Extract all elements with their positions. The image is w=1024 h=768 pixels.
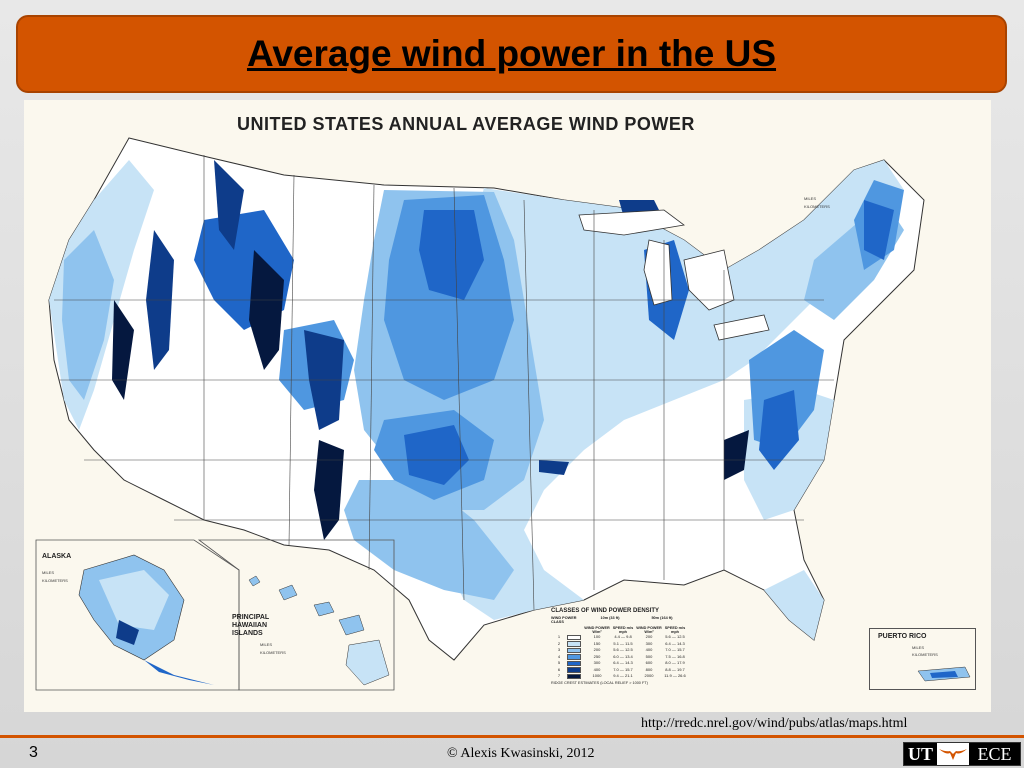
legend-speed-10m: 4.4 — 9.8 (614, 634, 632, 640)
source-url[interactable]: http://rredc.nrel.gov/wind/pubs/atlas/ma… (641, 716, 908, 731)
hawaii-label-line1: PRINCIPAL (232, 614, 270, 621)
legend-swatch (567, 634, 581, 640)
legend-row: 2 150 5.1 — 11.5 300 6.4 — 14.3 (551, 641, 751, 648)
legend-col-50m: 50m (164 ft) (651, 616, 673, 620)
legend-power-50m: 2000 (644, 673, 654, 679)
alaska-label: ALASKA (42, 553, 72, 560)
alaska-scale-miles: MILES (42, 570, 55, 575)
logo-ut-text: UT (904, 743, 938, 765)
legend-row: 1 100 4.4 — 9.8 200 5.6 — 12.5 (551, 634, 751, 641)
legend-note: RIDGE CREST ESTIMATES (LOCAL RELIEF > 10… (551, 680, 648, 685)
puerto-rico-graphic (917, 666, 971, 682)
legend-speed-10m: 5.1 — 11.5 (613, 640, 633, 646)
legend-power-10m: 150 (593, 640, 601, 646)
wind-power-legend: CLASSES OF WIND POWER DENSITY WIND POWER… (551, 608, 751, 704)
slide-title: Average wind power in the US (246, 33, 777, 74)
legend-speed-50m: 7.0 — 15.7 (665, 647, 685, 653)
legend-power-10m: 400 (593, 666, 601, 672)
hawaii-label: PRINCIPAL HAWAIIAN ISLANDS (232, 614, 269, 638)
legend-row: 4 250 6.0 — 13.4 500 7.5 — 16.8 (551, 654, 751, 661)
legend-power-50m: 600 (645, 660, 653, 666)
legend-power-10m: 250 (593, 653, 601, 659)
legend-class-number: 2 (557, 640, 561, 646)
main-scale-miles: MILES (804, 196, 817, 201)
legend-swatch (567, 660, 581, 666)
legend-power-10m: 200 (593, 647, 601, 653)
legend-power-10m: 300 (593, 660, 601, 666)
legend-speed-50m: 6.4 — 14.3 (665, 640, 685, 646)
legend-speed-50m: 8.8 — 19.7 (665, 666, 685, 672)
pr-scale-km: KILOMETERS (912, 652, 938, 657)
us-map-graphic (35, 137, 925, 691)
legend-power-50m: 200 (645, 634, 653, 640)
legend-speed-10m: 6.0 — 13.4 (613, 653, 633, 659)
hawaii-label-line2: HAWAIIAN (232, 622, 267, 629)
legend-speed-50m: 8.0 — 17.9 (665, 660, 685, 666)
legend-row: 7 1000 9.4 — 21.1 2000 11.9 — 26.6 (551, 673, 751, 680)
map-title: UNITED STATES ANNUAL AVERAGE WIND POWER (237, 114, 695, 134)
legend-col-speed-50m: SPEED m/s mph (664, 626, 686, 634)
legend-class-number: 7 (557, 673, 561, 679)
ut-ece-logo: UT ECE (903, 742, 1021, 766)
legend-swatch (567, 647, 581, 653)
legend-swatch (567, 641, 581, 647)
longhorn-icon (937, 743, 969, 765)
legend-speed-10m: 9.4 — 21.1 (613, 673, 633, 679)
legend-power-10m: 100 (593, 634, 601, 640)
legend-speed-10m: 7.0 — 15.7 (613, 666, 633, 672)
main-scale-km: KILOMETERS (804, 204, 830, 209)
legend-class-number: 3 (557, 647, 561, 653)
legend-speed-50m: 11.9 — 26.6 (664, 673, 686, 679)
legend-class-number: 4 (557, 653, 561, 659)
legend-rows: 1 100 4.4 — 9.8 200 5.6 — 12.5 2 150 5.1 — 11.5… (551, 634, 751, 680)
pr-scale-miles: MILES (912, 645, 925, 650)
copyright-text: © Alexis Kwasinski, 2012 (447, 746, 595, 761)
slide-title-bar: Average wind power in the US (16, 15, 1007, 93)
legend-power-50m: 500 (645, 653, 653, 659)
legend-row: 5 300 6.4 — 14.3 600 8.0 — 17.9 (551, 660, 751, 667)
slide-number: 3 (29, 744, 38, 761)
legend-col-10m: 10m (33 ft) (600, 616, 620, 620)
logo-ece-text: ECE (969, 743, 1020, 765)
legend-speed-10m: 5.6 — 12.5 (613, 647, 633, 653)
alaska-scale-km: KILOMETERS (42, 578, 68, 583)
legend-col-power-10m: WIND POWER W/m² (584, 626, 610, 634)
legend-col-speed-10m: SPEED m/s mph (612, 626, 634, 634)
legend-row: 3 200 5.6 — 12.5 400 7.0 — 15.7 (551, 647, 751, 654)
legend-power-50m: 800 (645, 666, 653, 672)
hawaii-scale-km: KILOMETERS (260, 650, 286, 655)
legend-swatch (567, 673, 581, 679)
footer-divider (0, 735, 1024, 738)
legend-power-50m: 300 (645, 640, 653, 646)
legend-power-10m: 1000 (592, 673, 602, 679)
legend-class-number: 1 (557, 634, 561, 640)
legend-title: CLASSES OF WIND POWER DENSITY (551, 608, 660, 614)
legend-power-50m: 400 (645, 647, 653, 653)
legend-col-power-50m: WIND POWER W/m² (636, 626, 662, 634)
legend-row: 6 400 7.0 — 15.7 800 8.8 — 19.7 (551, 667, 751, 674)
legend-speed-50m: 7.5 — 16.8 (665, 653, 685, 659)
legend-header: WIND POWER CLASS 10m (33 ft) 50m (164 ft… (551, 616, 751, 624)
legend-col-class: WIND POWER CLASS (551, 616, 577, 624)
legend-subheader: WIND POWER W/m² SPEED m/s mph WIND POWER… (551, 626, 751, 634)
legend-speed-50m: 5.6 — 12.5 (665, 634, 685, 640)
puerto-rico-label: PUERTO RICO (878, 633, 927, 640)
legend-swatch (567, 654, 581, 660)
legend-class-number: 6 (557, 666, 561, 672)
legend-class-number: 5 (557, 660, 561, 666)
hawaii-label-line3: ISLANDS (232, 630, 263, 637)
wind-map: UNITED STATES ANNUAL AVERAGE WIND POWER … (24, 100, 991, 712)
hawaii-scale-miles: MILES (260, 642, 273, 647)
puerto-rico-inset: PUERTO RICO MILES KILOMETERS (869, 628, 976, 690)
legend-speed-10m: 6.4 — 14.3 (613, 660, 633, 666)
legend-swatch (567, 667, 581, 673)
